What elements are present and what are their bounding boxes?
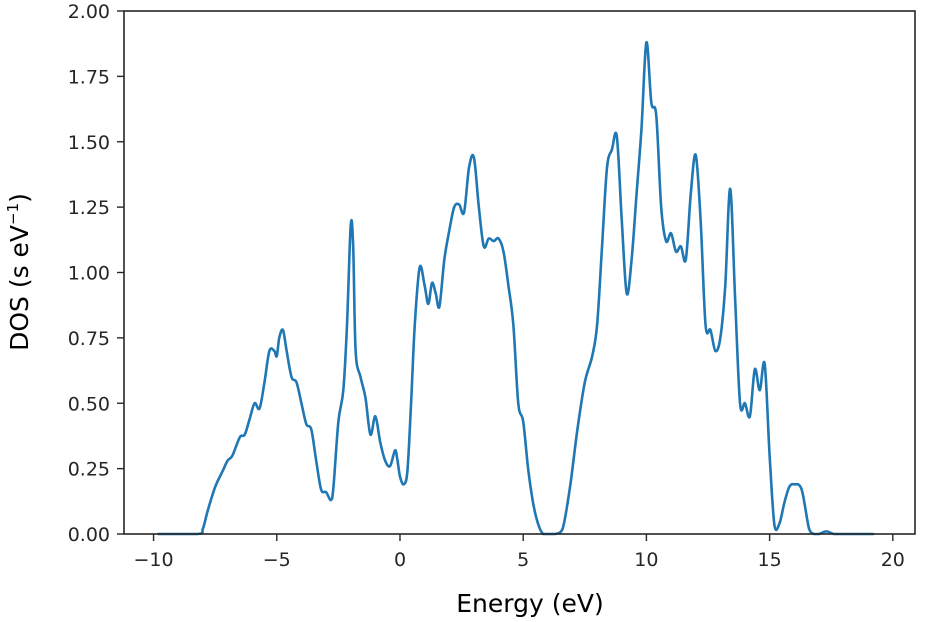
x-axis-label: Energy (eV) (456, 589, 603, 618)
x-tick-label: −5 (263, 549, 291, 571)
plot-area (123, 10, 916, 536)
y-tick-label: 0.00 (68, 524, 110, 546)
y-axis-label: DOS (s eV−1) (4, 193, 34, 351)
y-tick-label: 0.50 (68, 393, 110, 415)
y-tick-label: 0.25 (68, 459, 110, 481)
y-axis-ticks: 0.00 0.25 0.50 0.75 1.00 1.25 1.50 1.75 2.00 (68, 1, 124, 546)
dos-series-line-0 (157, 41, 875, 536)
y-axis-label-close: ) (5, 193, 34, 203)
x-tick-label: 5 (517, 549, 529, 571)
y-tick-label: 2.00 (68, 1, 110, 23)
x-tick-label: 20 (881, 549, 905, 571)
y-tick-label: 1.00 (68, 263, 110, 285)
y-axis-label-main: DOS (s eV (5, 225, 34, 351)
x-tick-label: 0 (394, 549, 406, 571)
y-tick-label: 1.75 (68, 66, 110, 88)
x-tick-label: −10 (134, 549, 174, 571)
y-tick-label: 1.25 (68, 197, 110, 219)
x-tick-label: 15 (758, 549, 782, 571)
y-tick-label: 1.50 (68, 132, 110, 154)
y-tick-label: 0.75 (68, 328, 110, 350)
x-axis-ticks: −10 −5 0 5 10 15 20 (134, 534, 905, 571)
y-axis-label-superscript: −1 (4, 203, 22, 225)
x-tick-label: 10 (634, 549, 658, 571)
plot-frame (123, 10, 916, 535)
